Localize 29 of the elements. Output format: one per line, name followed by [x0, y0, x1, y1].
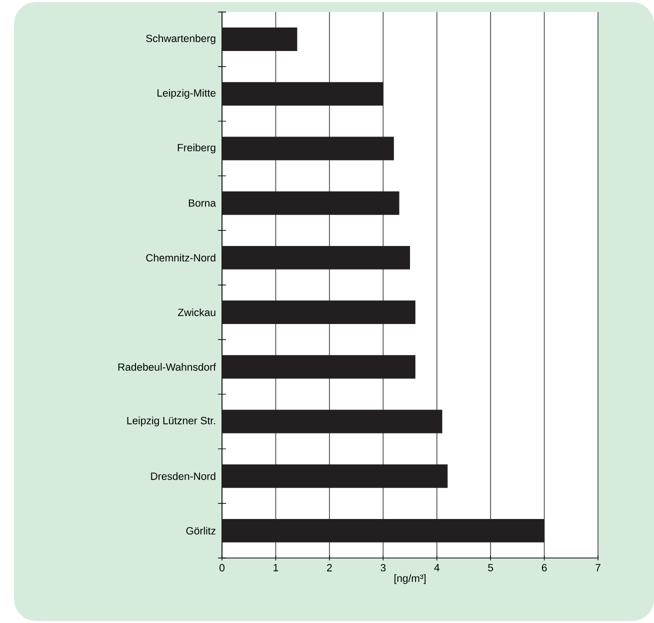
y-tick-label: Freiberg	[178, 144, 216, 154]
x-tick-label: 4	[434, 564, 440, 572]
bar	[222, 300, 416, 324]
y-tick-label: Görlitz	[186, 526, 216, 535]
y-tick-label: Borna	[188, 199, 216, 207]
bar	[222, 355, 416, 379]
y-tick-label: Chemnitz-Nord	[146, 254, 216, 262]
y-tick-label: Zwickau	[178, 308, 216, 316]
bar	[222, 246, 410, 270]
x-tick-label: 1	[274, 564, 278, 572]
y-tick-label: Schwartenberg	[146, 34, 216, 44]
bar	[222, 464, 448, 488]
bar	[222, 518, 544, 542]
bar	[222, 82, 384, 106]
bar	[222, 136, 394, 160]
x-axis-title: [ng/m³]	[394, 574, 426, 584]
y-tick-label: Dresden-Nord	[151, 472, 216, 480]
x-tick-label: 3	[380, 564, 386, 572]
bar	[222, 191, 400, 215]
y-tick-label: Radebeul-Wahnsdorf	[118, 363, 216, 371]
bar	[222, 410, 442, 434]
x-tick-label: 2	[327, 564, 332, 572]
x-tick-label: 7	[596, 564, 600, 572]
x-tick-label: 5	[488, 564, 494, 572]
y-tick-label: Leipzig Lützner Str.	[127, 416, 216, 426]
y-tick-label: Leipzig-Mitte	[158, 89, 216, 99]
bar	[222, 28, 298, 52]
x-tick-label: 0	[220, 564, 225, 572]
x-tick-label: 6	[542, 564, 547, 572]
